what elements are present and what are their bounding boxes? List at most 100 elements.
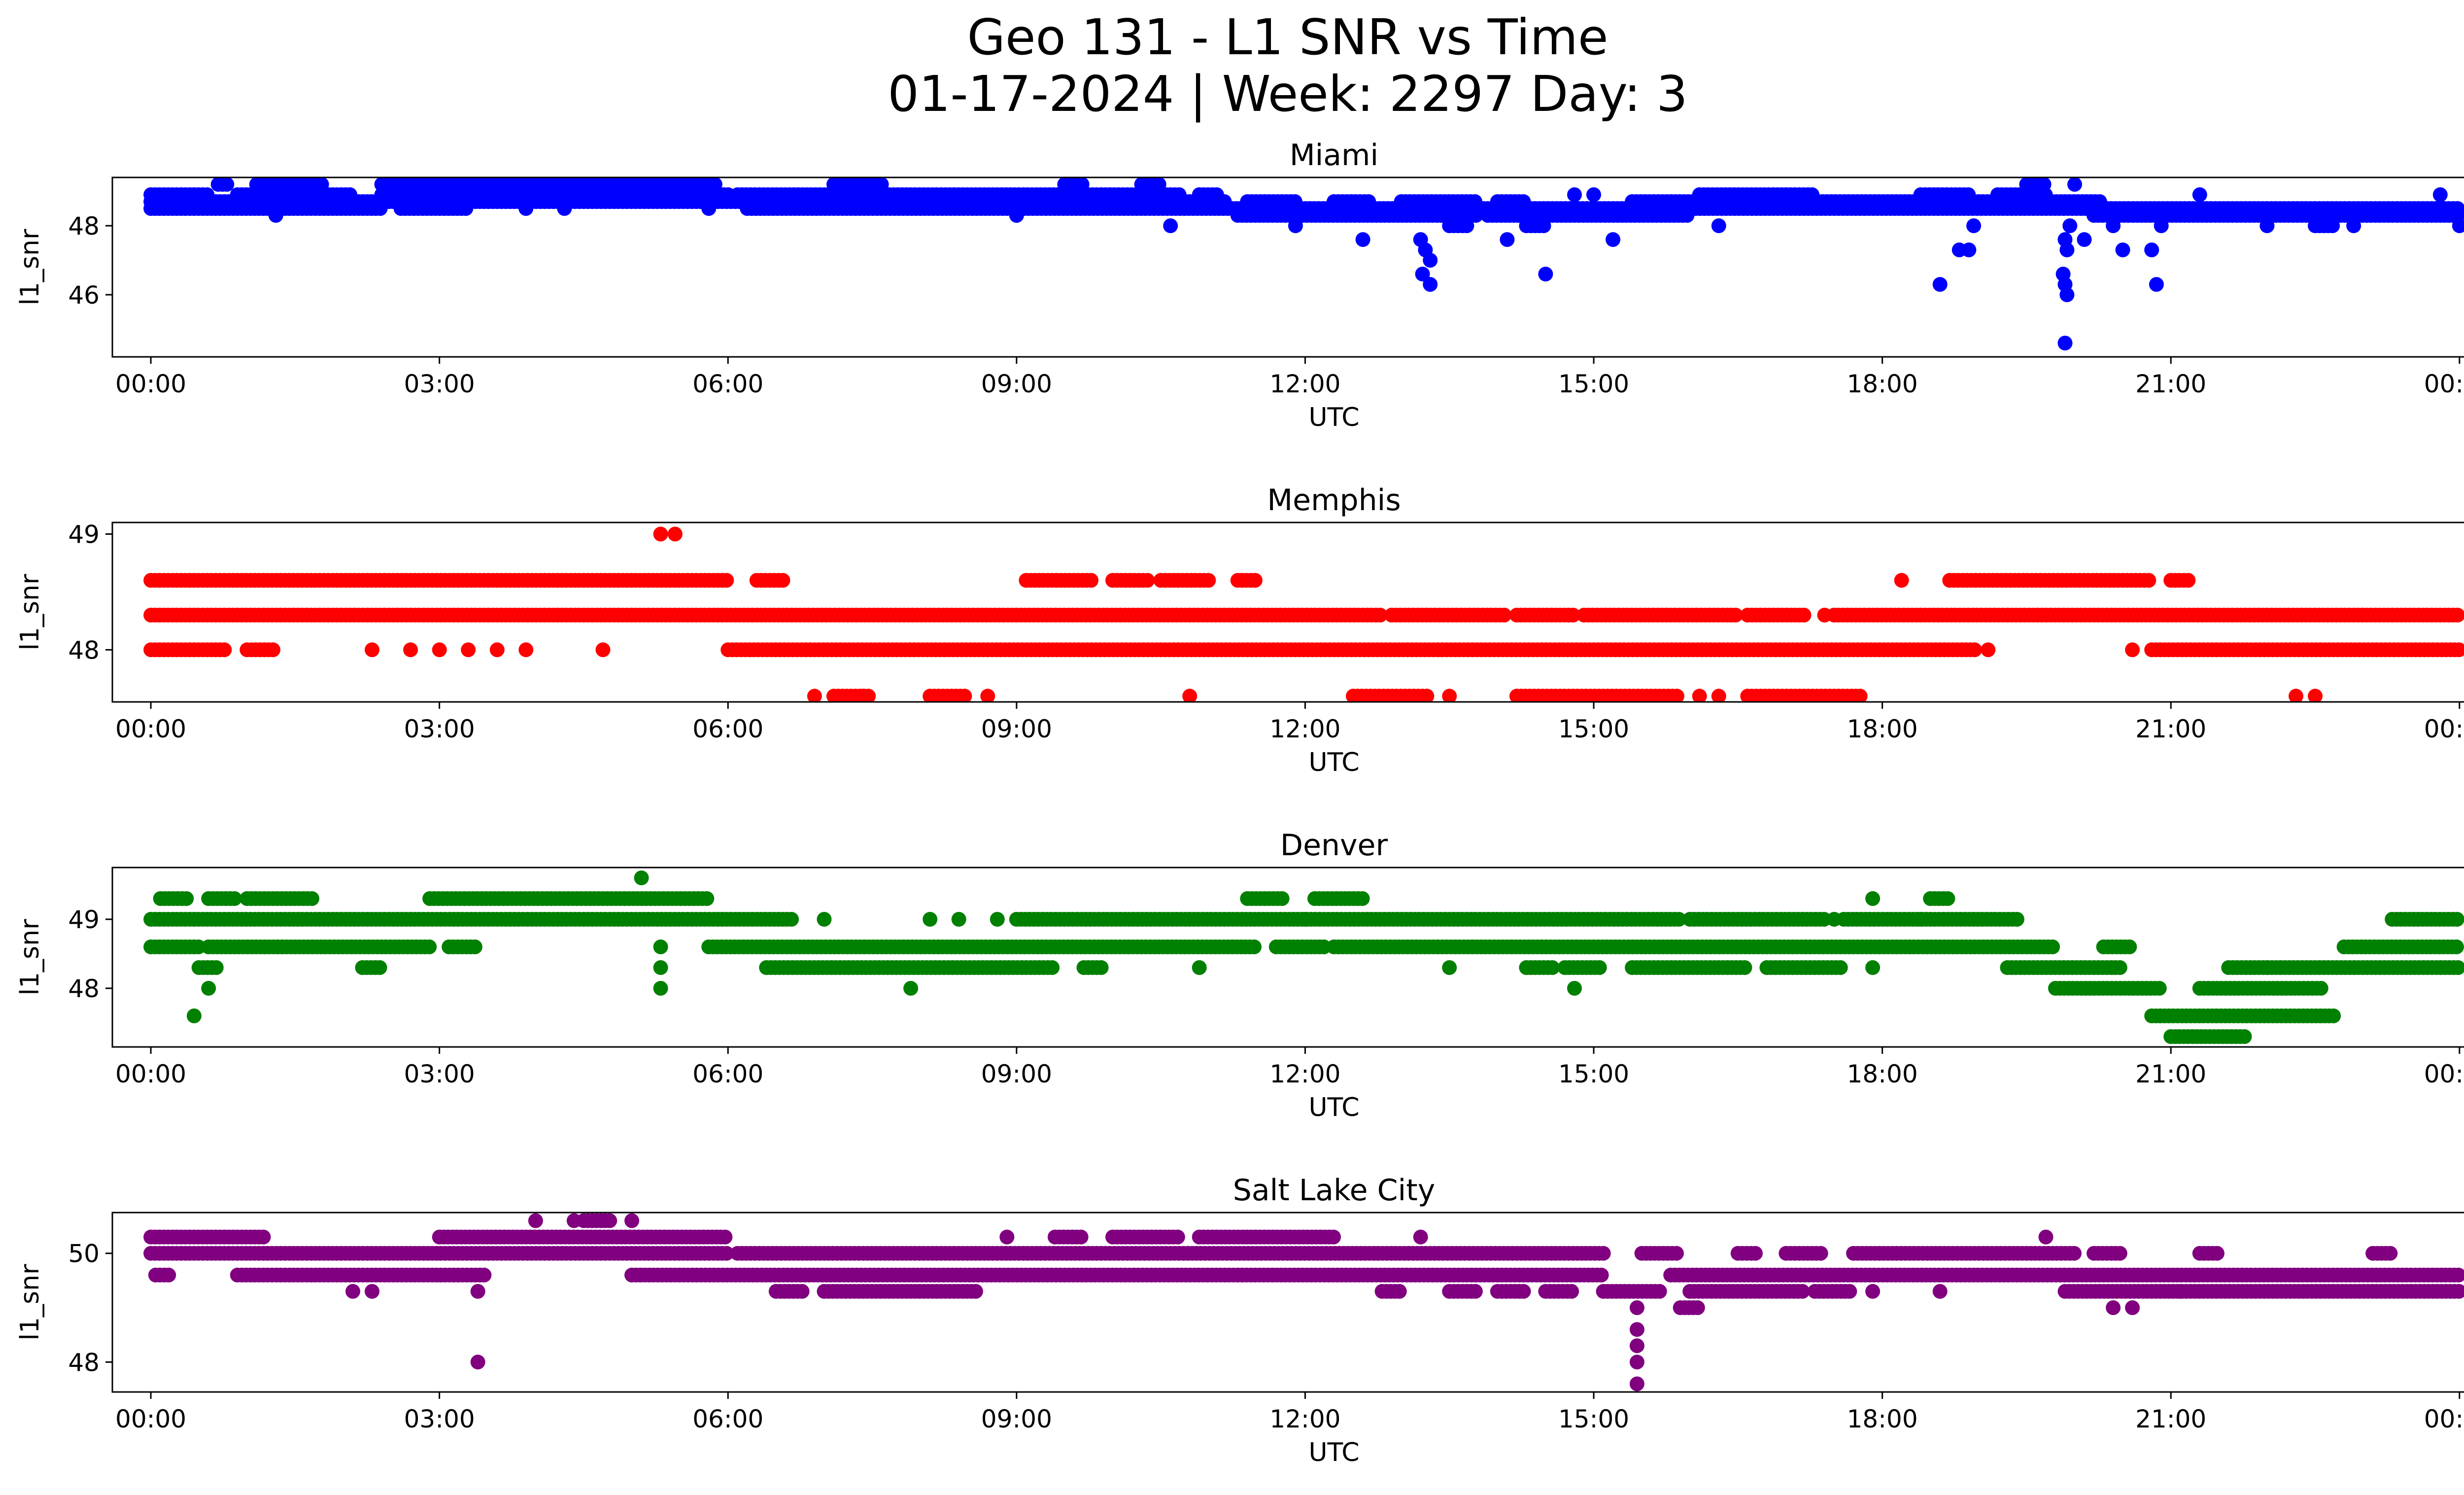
data-point — [1813, 1246, 1828, 1261]
x-tick-label: 00:00 — [115, 1060, 186, 1088]
data-points — [143, 870, 2464, 1044]
data-point — [1536, 218, 1551, 233]
data-point — [1737, 960, 1752, 975]
data-point — [2313, 981, 2328, 996]
data-point — [2036, 177, 2052, 192]
data-point — [719, 573, 734, 588]
panel-title: Memphis — [1267, 483, 1401, 518]
data-point — [1423, 277, 1438, 292]
x-tick-label: 03:00 — [404, 1060, 475, 1088]
x-tick-label: 15:00 — [1558, 1060, 1629, 1088]
data-point — [1009, 208, 1024, 223]
data-point — [1913, 912, 1928, 927]
data-point — [1074, 177, 1090, 192]
panel-title: Denver — [1280, 828, 1388, 863]
data-point — [2067, 177, 2082, 192]
data-point — [217, 642, 232, 658]
x-tick-label: 03:00 — [404, 370, 475, 398]
data-point — [1711, 218, 1726, 233]
data-point — [2181, 573, 2196, 588]
data-point — [1961, 243, 1977, 257]
data-point — [200, 187, 215, 202]
data-point — [2059, 287, 2075, 302]
data-point — [403, 642, 418, 658]
data-point — [256, 1229, 271, 1245]
data-point — [2106, 218, 2121, 233]
data-point — [1073, 1229, 1089, 1245]
data-point — [719, 1246, 734, 1261]
data-point — [2432, 187, 2448, 202]
data-point — [2449, 939, 2464, 954]
data-point — [1247, 573, 1263, 588]
data-point — [1497, 607, 1512, 623]
data-point — [951, 912, 966, 927]
data-point — [784, 912, 799, 927]
data-points — [143, 177, 2464, 350]
data-point — [923, 912, 938, 927]
y-axis-label: l1_snr — [15, 229, 45, 306]
data-point — [161, 1267, 176, 1283]
x-tick-label: 09:00 — [981, 1060, 1052, 1088]
data-point — [2192, 187, 2207, 202]
data-point — [1084, 573, 1099, 588]
data-point — [2115, 243, 2130, 257]
data-point — [365, 642, 379, 658]
data-point — [518, 201, 534, 216]
data-point — [718, 1229, 733, 1245]
data-point — [1192, 960, 1207, 975]
data-point — [2122, 939, 2137, 954]
data-point — [1865, 960, 1881, 975]
data-point — [2144, 243, 2159, 257]
data-point — [1140, 573, 1155, 588]
data-point — [2077, 232, 2092, 247]
data-point — [990, 912, 1005, 927]
y-tick-label: 48 — [68, 636, 100, 664]
data-point — [1567, 187, 1582, 202]
data-point — [1961, 187, 1976, 202]
axes-frame — [111, 522, 2464, 703]
data-point — [2452, 218, 2464, 233]
data-point — [1728, 607, 1743, 623]
data-point — [489, 642, 505, 658]
data-point — [1669, 689, 1684, 702]
data-point — [1316, 939, 1332, 954]
data-point — [208, 960, 224, 975]
data-point — [1567, 981, 1582, 996]
data-point — [1592, 960, 1607, 975]
data-point — [634, 870, 649, 885]
data-point — [201, 981, 216, 996]
x-tick-label: 18:00 — [1847, 370, 1918, 398]
x-tick-label: 18:00 — [1847, 1060, 1918, 1088]
data-point — [1209, 187, 1224, 202]
data-point — [1298, 912, 1313, 927]
data-point — [1170, 1229, 1185, 1245]
data-point — [817, 912, 832, 927]
data-point — [1545, 960, 1560, 975]
data-point — [2059, 243, 2075, 257]
data-point — [1355, 891, 1370, 906]
data-point — [305, 891, 319, 906]
figure-title-line1: Geo 131 - L1 SNR vs Time — [967, 8, 1608, 66]
x-tick-label: 21:00 — [2135, 1060, 2206, 1088]
x-tick-label: 18:00 — [1847, 715, 1918, 743]
axes-frame — [111, 867, 2464, 1048]
data-point — [1940, 891, 1955, 906]
data-point — [2045, 939, 2060, 954]
data-point — [373, 201, 388, 216]
data-point — [1288, 218, 1303, 233]
data-point — [1692, 689, 1707, 702]
x-tick-label: 00:00 — [2424, 715, 2464, 743]
data-point — [1966, 218, 1982, 233]
data-point — [2308, 689, 2323, 702]
y-tick-label: 49 — [68, 520, 100, 549]
data-point — [1606, 232, 1621, 247]
x-tick-label: 06:00 — [692, 1060, 763, 1088]
data-point — [1894, 573, 1909, 588]
data-points — [143, 1213, 2464, 1391]
data-point — [2325, 218, 2340, 233]
data-point — [1538, 267, 1553, 281]
